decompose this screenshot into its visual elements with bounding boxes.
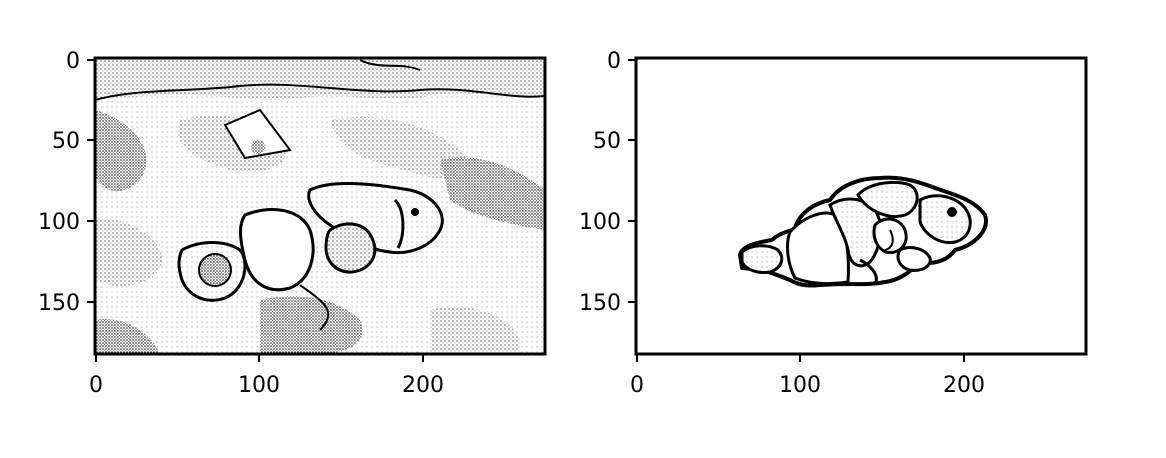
- x-tick-label: 0: [630, 373, 644, 398]
- x-tick-label: 0: [89, 373, 103, 398]
- y-tick-label: 0: [607, 49, 621, 74]
- y-tick-label: 100: [579, 210, 621, 235]
- y-tick-label: 50: [52, 129, 80, 154]
- y-tick-label: 0: [66, 49, 80, 74]
- edge-image-y-ticks: 0 50 100 150: [38, 49, 95, 316]
- y-tick-label: 150: [579, 291, 621, 316]
- y-tick-label: 100: [38, 210, 80, 235]
- x-tick-label: 100: [238, 373, 280, 398]
- y-tick-label: 50: [593, 129, 621, 154]
- edge-image: [95, 58, 545, 354]
- segmented-fish-x-ticks: 0 100 200: [630, 354, 985, 398]
- edge-image-axes-frame: [93, 56, 547, 356]
- x-tick-label: 100: [779, 373, 821, 398]
- edge-image-x-ticks: 0 100 200: [89, 354, 444, 398]
- segmented-fish: [738, 175, 988, 288]
- y-tick-label: 150: [38, 291, 80, 316]
- x-tick-label: 200: [402, 373, 444, 398]
- segmented-fish-y-ticks: 0 50 100 150: [579, 49, 636, 316]
- x-tick-label: 200: [943, 373, 985, 398]
- edge-image-panel: 0 50 100 150 0 100 200: [38, 49, 547, 398]
- segmented-fish-panel: 0 50 100 150 0 100 200: [579, 49, 1088, 398]
- segmented-fish-axes-frame: [634, 56, 1088, 356]
